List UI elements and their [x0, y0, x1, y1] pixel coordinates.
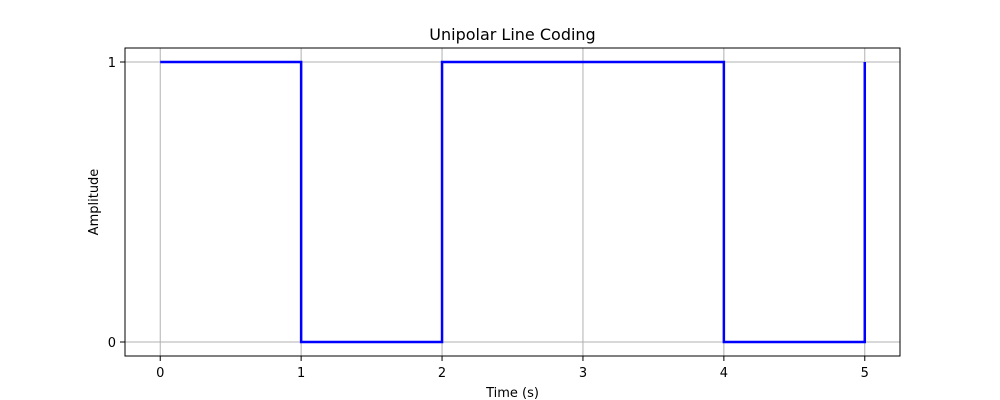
x-tick-label: 5: [861, 366, 869, 381]
y-axis-label: Amplitude: [87, 169, 102, 236]
series-layer: [160, 60, 867, 344]
x-tick-label: 0: [156, 366, 164, 381]
y-tick-label: 0: [108, 336, 116, 351]
grid: [125, 48, 900, 356]
x-axis-label: Time (s): [485, 386, 539, 400]
x-tick-label: 3: [579, 366, 587, 381]
signal-step-line: [160, 60, 867, 344]
chart-title: Unipolar Line Coding: [429, 25, 595, 44]
y-tick-label: 1: [108, 56, 116, 71]
x-axis-ticks: 0 1 2 3 4 5: [156, 356, 869, 381]
plot-frame: [124, 47, 901, 357]
x-tick-label: 4: [720, 366, 728, 381]
x-tick-label: 2: [438, 366, 446, 381]
x-tick-label: 1: [297, 366, 305, 381]
y-axis-ticks: 01: [108, 56, 125, 351]
